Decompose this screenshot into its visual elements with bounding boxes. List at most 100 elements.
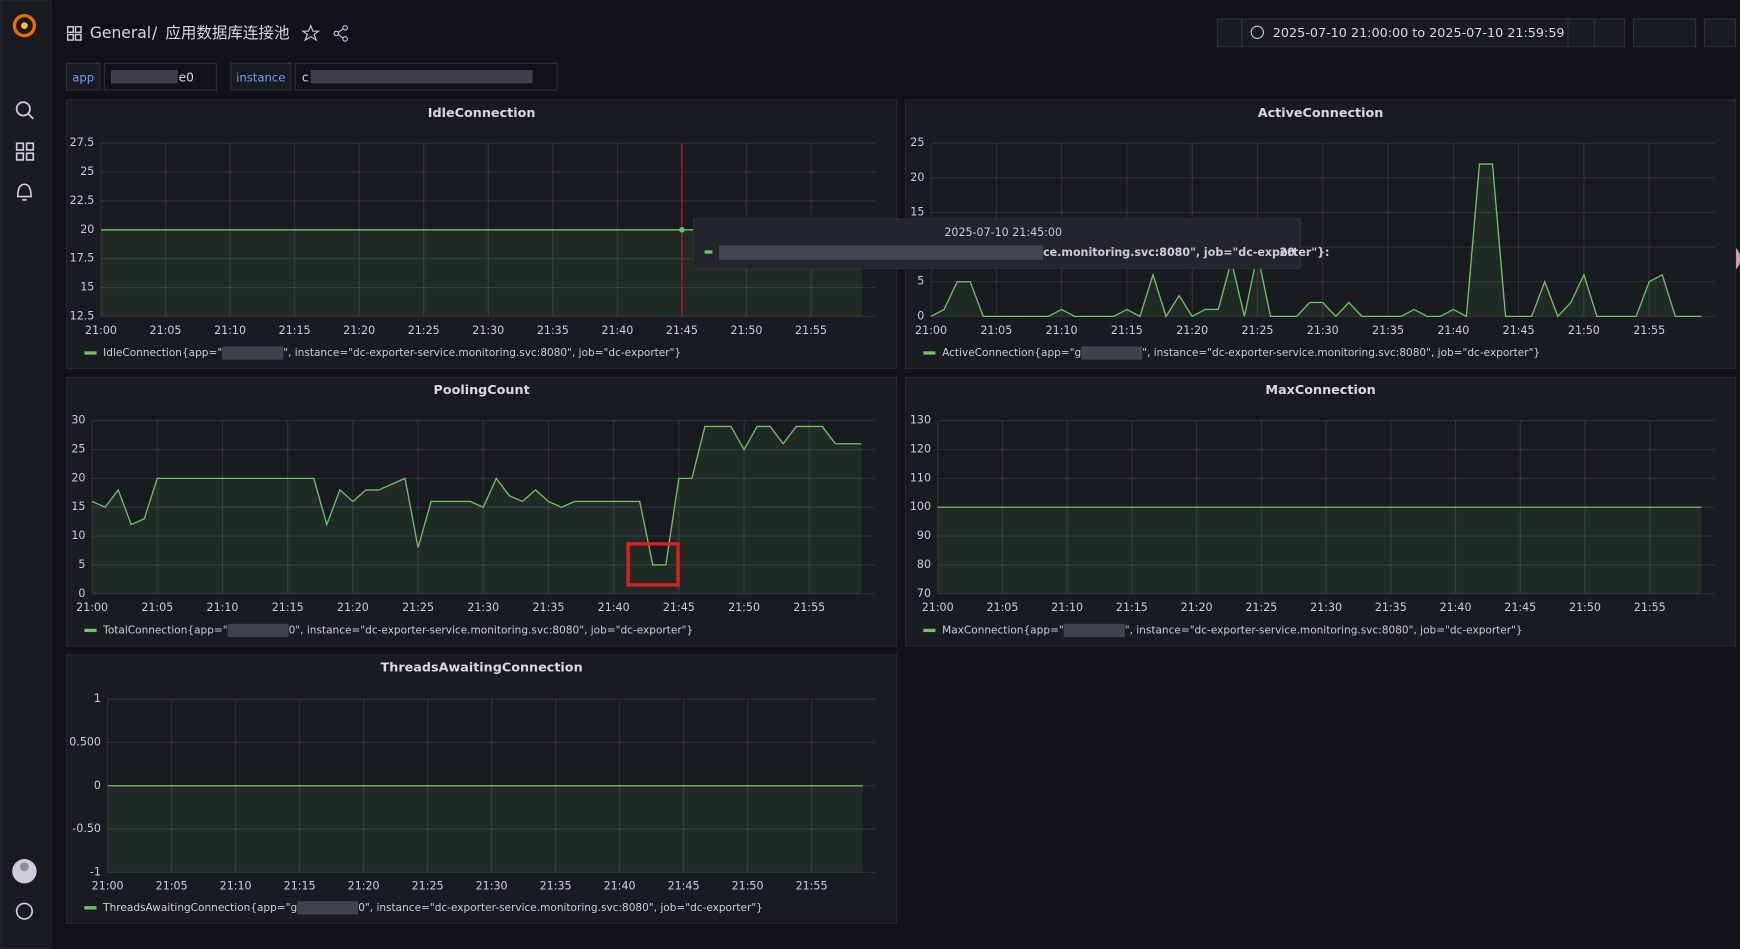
clock-icon xyxy=(1250,25,1264,39)
time-back-button[interactable] xyxy=(1216,18,1243,48)
x-tick-label: 21:35 xyxy=(537,324,569,337)
legend-label[interactable]: 0", instance="dc-exporter-service.monito… xyxy=(289,624,694,636)
x-tick-label: 21:55 xyxy=(1633,324,1665,337)
y-tick-label: 110 xyxy=(910,471,931,484)
x-tick-label: 21:05 xyxy=(986,601,1018,614)
x-tick-label: 21:05 xyxy=(156,880,188,893)
x-tick-label: 21:35 xyxy=(1372,324,1404,337)
panel-title[interactable]: ActiveConnection xyxy=(1258,106,1384,121)
grafana-logo[interactable] xyxy=(12,13,37,38)
x-tick-label: 21:50 xyxy=(730,324,762,337)
tooltip xyxy=(693,218,1302,270)
tooltip-value: 20 xyxy=(1279,246,1295,259)
x-tick-label: 21:30 xyxy=(467,601,499,614)
x-tick-label: 21:35 xyxy=(1375,601,1407,614)
x-tick-label: 21:15 xyxy=(279,324,311,337)
panel-title[interactable]: PoolingCount xyxy=(434,383,530,398)
legend-swatch xyxy=(923,628,936,633)
folder-link[interactable]: General xyxy=(90,24,151,42)
view-mode-button[interactable] xyxy=(1703,18,1737,48)
x-tick-label: 21:25 xyxy=(1241,324,1273,337)
legend-label[interactable]: ", instance="dc-exporter-service.monitor… xyxy=(283,347,681,359)
sidebar xyxy=(0,0,52,949)
y-tick-label: 10 xyxy=(71,529,85,542)
dashboards-icon[interactable] xyxy=(15,142,35,161)
x-tick-label: 21:45 xyxy=(1503,324,1535,337)
legend-label[interactable]: ThreadsAwaitingConnection{app="g xyxy=(102,902,297,914)
y-tick-label: 120 xyxy=(910,443,931,456)
x-tick-label: 21:10 xyxy=(207,601,239,614)
y-tick-label: 0 xyxy=(917,309,924,322)
x-tick-label: 21:20 xyxy=(343,324,375,337)
x-tick-label: 21:35 xyxy=(540,880,572,893)
y-tick-label: 0 xyxy=(94,779,101,792)
blurred-text xyxy=(227,623,289,638)
x-tick-label: 21:40 xyxy=(1440,601,1472,614)
time-range-text: 2025-07-10 21:00:00 to 2025-07-10 21:59:… xyxy=(1273,26,1565,41)
x-tick-label: 21:55 xyxy=(1634,601,1666,614)
zoom-out-button[interactable] xyxy=(1594,18,1626,48)
legend-label[interactable]: TotalConnection{app=" xyxy=(102,624,227,636)
x-tick-label: 21:30 xyxy=(476,880,508,893)
y-tick-label: -0.50 xyxy=(72,822,101,835)
time-picker[interactable] xyxy=(1241,18,1569,48)
user-avatar[interactable] xyxy=(12,859,37,884)
legend-label[interactable]: ", instance="dc-exporter-service.monitor… xyxy=(1142,347,1540,359)
star-button[interactable] xyxy=(301,24,321,42)
x-tick-label: 21:40 xyxy=(1437,324,1469,337)
series-area xyxy=(937,507,1702,594)
x-tick-label: 21:05 xyxy=(150,324,182,337)
blurred-text xyxy=(1063,623,1125,638)
legend-label[interactable]: ", instance="dc-exporter-service.monitor… xyxy=(1125,624,1523,636)
panel xyxy=(904,376,1737,647)
refresh-button[interactable] xyxy=(1632,18,1697,48)
x-tick-label: 21:25 xyxy=(1245,601,1277,614)
blurred-text xyxy=(1081,346,1143,360)
y-tick-label: 15 xyxy=(80,281,94,294)
y-tick-label: 22.5 xyxy=(70,194,95,207)
variable-value: c xyxy=(302,70,309,84)
y-tick-label: 15 xyxy=(910,206,924,219)
x-tick-label: 21:45 xyxy=(668,880,700,893)
y-tick-label: 5 xyxy=(917,275,924,288)
y-tick-label: 100 xyxy=(910,500,931,513)
legend-label[interactable]: IdleConnection{app=" xyxy=(103,347,222,359)
search-icon[interactable] xyxy=(15,101,34,120)
panel-title[interactable]: MaxConnection xyxy=(1265,383,1375,398)
variable-label: app xyxy=(72,70,94,84)
x-tick-label: 21:55 xyxy=(795,324,827,337)
panel-title[interactable]: ThreadsAwaitingConnection xyxy=(381,661,583,676)
alerting-icon[interactable] xyxy=(16,183,32,201)
legend-label[interactable]: ActiveConnection{app="g xyxy=(942,347,1081,359)
y-tick-label: 130 xyxy=(910,414,931,427)
y-tick-label: 20 xyxy=(71,471,85,484)
y-tick-label: -1 xyxy=(90,865,101,878)
blurred-text xyxy=(222,346,284,360)
blurred-text xyxy=(110,70,178,84)
y-tick-label: 70 xyxy=(917,587,931,600)
y-tick-label: 20 xyxy=(910,171,924,184)
share-button[interactable] xyxy=(333,25,348,42)
x-tick-label: 21:15 xyxy=(272,601,304,614)
x-tick-label: 21:20 xyxy=(1181,601,1213,614)
panel-title[interactable]: IdleConnection xyxy=(428,106,536,121)
blurred-text xyxy=(310,70,533,84)
y-tick-label: 0 xyxy=(78,587,85,600)
legend-label[interactable]: 0", instance="dc-exporter-service.monito… xyxy=(358,902,763,914)
legend-label[interactable]: MaxConnection{app=" xyxy=(942,624,1064,636)
x-tick-label: 21:05 xyxy=(141,601,173,614)
time-forward-button[interactable] xyxy=(1567,18,1596,48)
x-tick-label: 21:15 xyxy=(1116,601,1148,614)
y-tick-label: 30 xyxy=(71,414,85,427)
y-tick-label: 17.5 xyxy=(70,252,95,265)
x-tick-label: 21:05 xyxy=(980,324,1012,337)
x-tick-label: 21:10 xyxy=(1051,601,1083,614)
variable-select[interactable] xyxy=(103,62,217,91)
dashboard-title: 应用数据库连接池 xyxy=(165,23,289,42)
y-tick-label: 25 xyxy=(80,165,94,178)
variable-value: e0 xyxy=(179,70,194,84)
x-tick-label: 21:15 xyxy=(1111,324,1143,337)
x-tick-label: 21:10 xyxy=(220,880,252,893)
help-icon[interactable] xyxy=(15,902,34,920)
